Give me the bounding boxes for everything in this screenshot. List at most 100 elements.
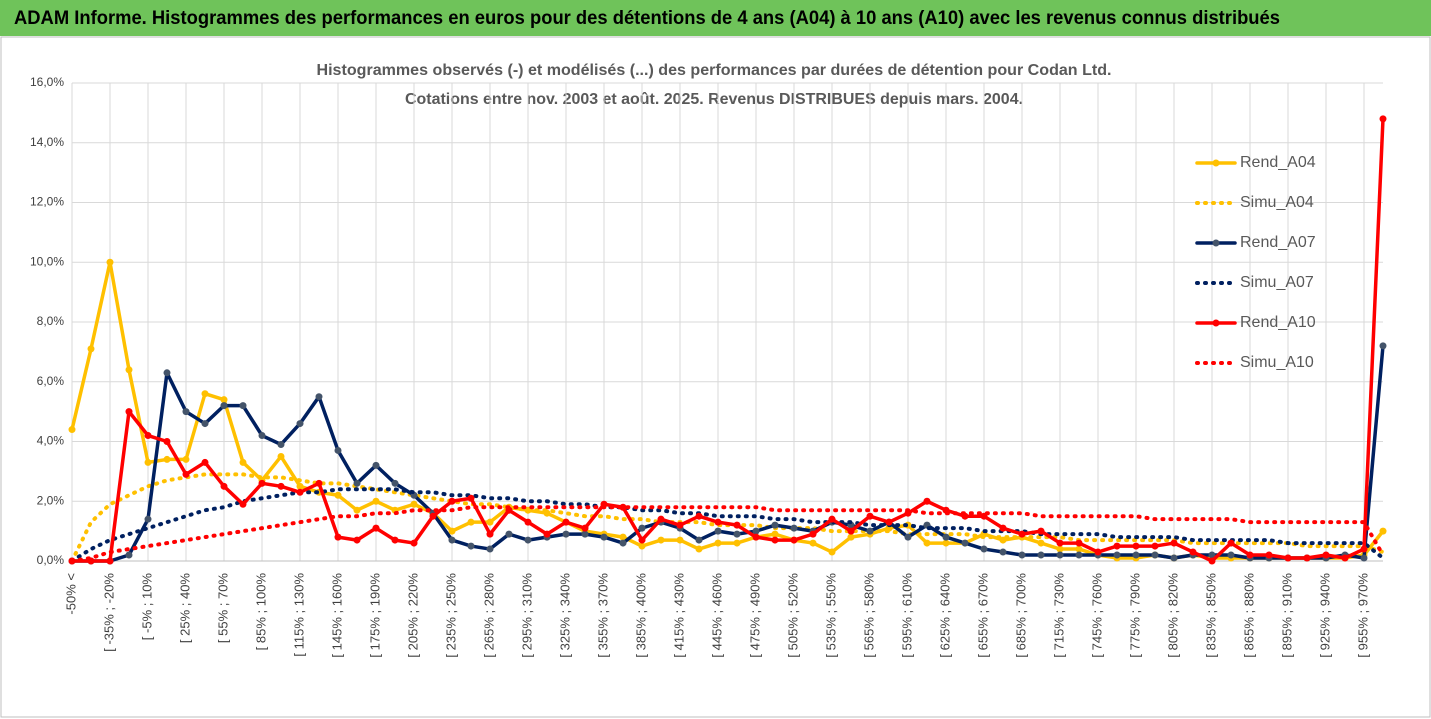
data-point bbox=[277, 452, 285, 460]
data-point bbox=[1037, 551, 1045, 559]
data-point bbox=[163, 455, 171, 463]
data-point bbox=[125, 408, 133, 416]
legend-label: Simu_A04 bbox=[1240, 194, 1314, 211]
data-point bbox=[1322, 551, 1330, 559]
data-point bbox=[391, 536, 399, 544]
legend-label: Simu_A07 bbox=[1240, 274, 1314, 291]
data-point bbox=[619, 539, 627, 547]
data-point bbox=[467, 494, 475, 502]
data-point bbox=[524, 536, 532, 544]
data-point bbox=[1341, 554, 1349, 562]
x-tick-label: [ 535% ; 550% bbox=[823, 573, 838, 658]
data-point bbox=[562, 530, 570, 538]
x-tick-label: [ 655% ; 670% bbox=[975, 573, 990, 658]
data-point bbox=[733, 530, 741, 538]
data-point bbox=[657, 515, 665, 523]
data-point bbox=[1056, 545, 1064, 553]
data-point bbox=[68, 426, 76, 434]
data-point bbox=[239, 500, 247, 508]
data-point bbox=[1113, 551, 1121, 559]
data-point bbox=[942, 539, 950, 547]
data-point bbox=[790, 524, 798, 532]
data-point bbox=[1018, 551, 1026, 559]
data-point bbox=[999, 548, 1007, 556]
data-point bbox=[410, 539, 418, 547]
data-point bbox=[1151, 542, 1159, 550]
data-point bbox=[733, 539, 741, 547]
data-point bbox=[1170, 554, 1178, 562]
data-point bbox=[220, 396, 228, 404]
x-tick-label: [ 115% ; 130% bbox=[291, 573, 306, 657]
data-point bbox=[999, 536, 1007, 544]
data-point bbox=[1075, 545, 1083, 553]
data-point bbox=[391, 479, 399, 487]
data-point bbox=[562, 518, 570, 526]
header-bar bbox=[0, 0, 1431, 36]
data-point bbox=[220, 402, 228, 410]
legend-marker bbox=[1212, 159, 1220, 167]
data-point bbox=[144, 458, 152, 466]
data-point bbox=[1360, 554, 1368, 562]
y-tick-label: 12,0% bbox=[30, 195, 64, 209]
data-point bbox=[581, 530, 589, 538]
x-tick-label: [ 475% ; 490% bbox=[747, 573, 762, 658]
data-point bbox=[1018, 530, 1026, 538]
data-point bbox=[733, 521, 741, 529]
data-point bbox=[372, 461, 380, 469]
data-point bbox=[1246, 551, 1254, 559]
x-tick-label: [ 385% ; 400% bbox=[633, 573, 648, 658]
data-point bbox=[182, 455, 190, 463]
data-point bbox=[980, 545, 988, 553]
data-point bbox=[657, 536, 665, 544]
data-point bbox=[201, 390, 209, 398]
legend-marker bbox=[1212, 239, 1220, 247]
data-point bbox=[1208, 551, 1216, 559]
x-tick-label: [ 445% ; 460% bbox=[709, 573, 724, 658]
x-tick-label: [ 25% ; 40% bbox=[177, 573, 192, 644]
data-point bbox=[448, 497, 456, 505]
data-point bbox=[87, 345, 95, 353]
data-point bbox=[1379, 115, 1387, 123]
data-point bbox=[600, 533, 608, 541]
data-point bbox=[752, 533, 760, 541]
y-tick-label: 14,0% bbox=[30, 135, 64, 149]
series-line bbox=[70, 117, 1385, 563]
data-point bbox=[334, 491, 342, 499]
x-tick-label: [ 895% ; 910% bbox=[1279, 573, 1294, 658]
data-point bbox=[486, 545, 494, 553]
data-point bbox=[1132, 551, 1140, 559]
data-point bbox=[866, 527, 874, 535]
data-point bbox=[353, 536, 361, 544]
y-tick-label: 10,0% bbox=[30, 254, 64, 268]
x-tick-label: [ 325% ; 340% bbox=[557, 573, 572, 658]
data-point bbox=[296, 482, 304, 490]
data-point bbox=[1189, 548, 1197, 556]
data-point bbox=[923, 497, 931, 505]
x-tick-label: [ 415% ; 430% bbox=[671, 573, 686, 658]
data-point bbox=[106, 557, 114, 565]
x-tick-label: [ -5% ; 10% bbox=[139, 573, 154, 641]
data-point bbox=[676, 536, 684, 544]
data-point bbox=[144, 432, 152, 440]
data-point bbox=[714, 518, 722, 526]
data-point bbox=[201, 420, 209, 428]
data-point bbox=[125, 551, 133, 559]
data-point bbox=[866, 512, 874, 520]
data-point bbox=[885, 518, 893, 526]
data-point bbox=[201, 458, 209, 466]
data-point bbox=[828, 515, 836, 523]
data-point bbox=[505, 530, 513, 538]
y-tick-label: 8,0% bbox=[37, 314, 65, 328]
y-tick-label: 0,0% bbox=[37, 553, 65, 567]
data-point bbox=[315, 479, 323, 487]
data-point bbox=[429, 512, 437, 520]
data-point bbox=[239, 458, 247, 466]
data-point bbox=[163, 369, 171, 377]
x-tick-label: [ 775% ; 790% bbox=[1127, 573, 1142, 658]
header-title: ADAM Informe. Histogrammes des performan… bbox=[14, 8, 1280, 29]
data-point bbox=[847, 533, 855, 541]
data-point bbox=[410, 500, 418, 508]
data-point bbox=[220, 482, 228, 490]
data-point bbox=[771, 536, 779, 544]
